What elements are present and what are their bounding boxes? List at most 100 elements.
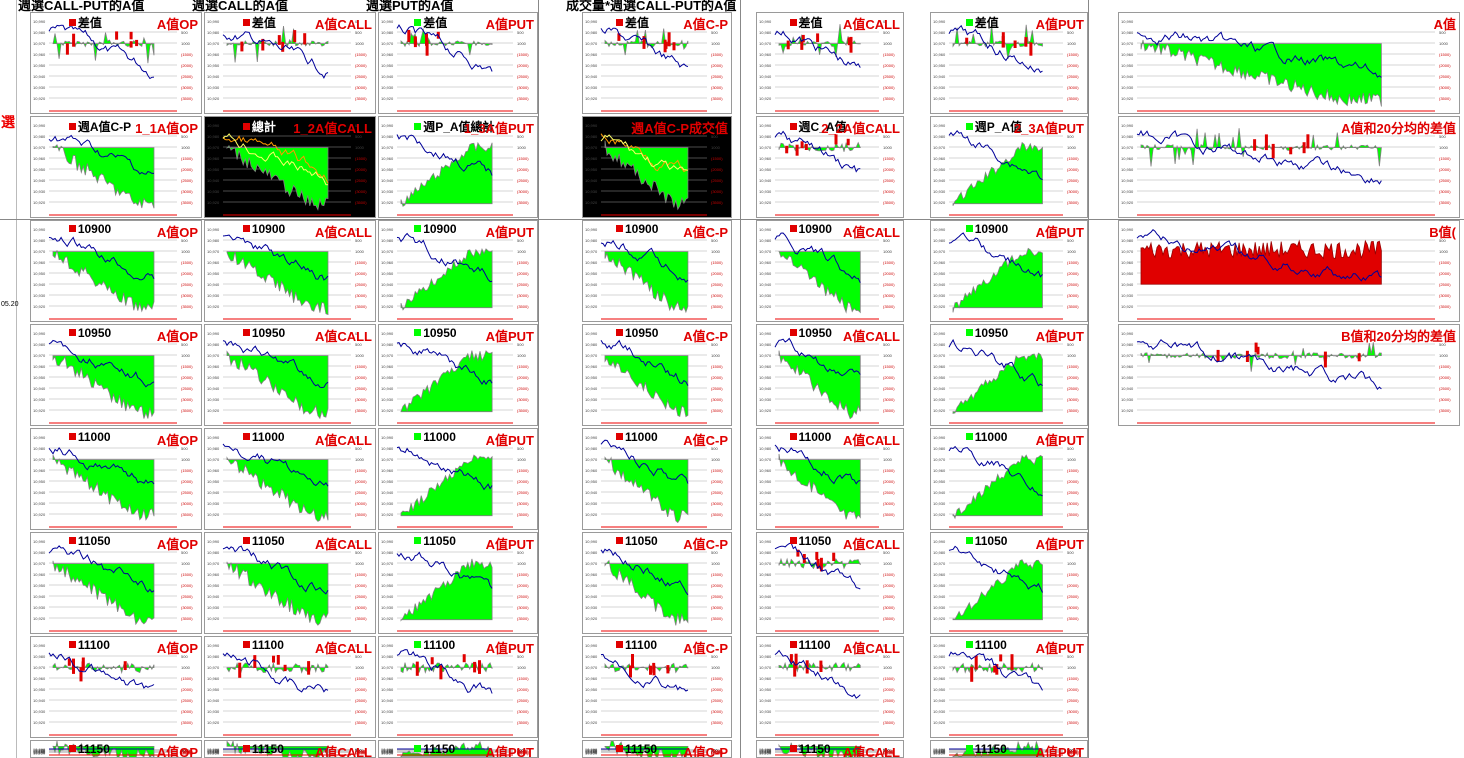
y2-tick-label: (3500): [517, 720, 529, 725]
chart-strike4c3[interactable]: 10,990 0 10,980 500 10,970 1000 10,960 (1500) 10…: [582, 636, 732, 738]
chart-strike5c0[interactable]: 10,990 0 10,980 500 10,970 1000 10,960 (1500) 10…: [30, 740, 202, 758]
chart-strike0c5[interactable]: 10,990 0 10,980 500 10,970 1000 10,960 (1500) 10…: [930, 220, 1088, 322]
chart-r0c5[interactable]: 10,990 0 10,980 500 10,970 1000 10,960 (1500) 10…: [930, 12, 1088, 114]
chart-strike2c1[interactable]: 10,990 0 10,980 500 10,970 1000 10,960 (1500) 10…: [204, 428, 376, 530]
chart-strike0c3[interactable]: 10,990 0 10,980 500 10,970 1000 10,960 (1500) 10…: [582, 220, 732, 322]
chart-r0c6[interactable]: 10,990 0 10,980 500 10,970 1000 10,960 (1500) 10…: [1118, 12, 1460, 114]
chart-series-text: 10950: [798, 326, 832, 340]
y2-tick-label: (3500): [355, 616, 367, 621]
y2-tick-label: (3000): [883, 85, 895, 90]
chart-strike4c4[interactable]: 10,990 0 10,980 500 10,970 1000 10,960 (1500) 10…: [756, 636, 904, 738]
y2-tick-label: 500: [883, 550, 890, 555]
chart-strike3c3[interactable]: 10,990 0 10,980 500 10,970 1000 10,960 (1500) 10…: [582, 532, 732, 634]
y-tick-label: 10,940: [33, 698, 46, 703]
chart-strike1c3[interactable]: 10,990 0 10,980 500 10,970 1000 10,960 (1500) 10…: [582, 324, 732, 426]
chart-plot: 10,990 0 10,980 500 10,970 1000 10,960 (1500) 10…: [933, 19, 1079, 112]
y2-tick-label: 1000: [1439, 41, 1449, 46]
y2-tick-label: (1500): [355, 749, 367, 754]
chart-strike0c0[interactable]: 10,990 0 10,980 500 10,970 1000 10,960 (1500) 10…: [30, 220, 202, 322]
chart-strike3c1[interactable]: 10,990 0 10,980 500 10,970 1000 10,960 (1500) 10…: [204, 532, 376, 634]
chart-r1c5[interactable]: 10,990 0 10,980 500 10,970 1000 10,960 (1500) 10…: [930, 116, 1088, 218]
chart-plot: 10,990 0 10,980 500 10,970 1000 10,960 (1500) 10…: [381, 227, 529, 320]
y-tick-label: 10,970: [33, 145, 46, 150]
y2-tick-label: (2000): [517, 271, 529, 276]
chart-r1c2[interactable]: 10,990 0 10,980 500 10,970 1000 10,960 (1500) 10…: [378, 116, 538, 218]
y2-tick-label: 1000: [711, 457, 721, 462]
chart-strike1c1[interactable]: 10,990 0 10,980 500 10,970 1000 10,960 (1500) 10…: [204, 324, 376, 426]
y-tick-label: 10,960: [585, 156, 598, 161]
y2-tick-label: (2500): [1067, 282, 1079, 287]
chart-r0c1[interactable]: 10,990 0 10,980 500 10,970 1000 10,960 (1500) 10…: [204, 12, 376, 114]
chart-r1c1[interactable]: 10,990 0 10,980 500 10,970 1000 10,960 (1500) 10…: [204, 116, 376, 218]
y-tick-label: 10,950: [759, 479, 772, 484]
chart-strike2c4[interactable]: 10,990 0 10,980 500 10,970 1000 10,960 (1500) 10…: [756, 428, 904, 530]
chart-strike1c5[interactable]: 10,990 0 10,980 500 10,970 1000 10,960 (1500) 10…: [930, 324, 1088, 426]
chart-strike5c5[interactable]: 10,990 0 10,980 500 10,970 1000 10,960 (1500) 10…: [930, 740, 1088, 758]
y-tick-label: 10,990: [585, 539, 598, 544]
legend-swatch: [414, 123, 422, 130]
chart-r1c6[interactable]: 10,990 0 10,980 500 10,970 1000 10,960 (1500) 10…: [1118, 116, 1460, 218]
chart-strike4c1[interactable]: 10,990 0 10,980 500 10,970 1000 10,960 (1500) 10…: [204, 636, 376, 738]
chart-strike3c0[interactable]: 10,990 0 10,980 500 10,970 1000 10,960 (1500) 10…: [30, 532, 202, 634]
chart-strike2c3[interactable]: 10,990 0 10,980 500 10,970 1000 10,960 (1500) 10…: [582, 428, 732, 530]
chart-series-text: 11000: [625, 430, 658, 444]
chart-strike3c4[interactable]: 10,990 0 10,980 500 10,970 1000 10,960 (1500) 10…: [756, 532, 904, 634]
chart-series-text: 11150: [251, 742, 284, 756]
chart-strike3c5[interactable]: 10,990 0 10,980 500 10,970 1000 10,960 (1500) 10…: [930, 532, 1088, 634]
y2-tick-label: (2000): [883, 271, 895, 276]
y2-tick-label: (2000): [1067, 375, 1079, 380]
chart-strike0c4[interactable]: 10,990 0 10,980 500 10,970 1000 10,960 (1500) 10…: [756, 220, 904, 322]
y-tick-label: 10,970: [207, 353, 220, 358]
legend-swatch: [242, 329, 250, 336]
y2-tick-label: 0: [1439, 19, 1442, 24]
chart-title: A值OP: [156, 641, 198, 656]
value-area: [1140, 342, 1382, 372]
y-tick-label: 10,970: [585, 145, 598, 150]
y-tick-label: 10,920: [381, 408, 394, 413]
chart-strike0c2[interactable]: 10,990 0 10,980 500 10,970 1000 10,960 (1500) 10…: [378, 220, 538, 322]
y2-tick-label: 500: [711, 550, 718, 555]
y-tick-label: 10,970: [33, 457, 46, 462]
y2-tick-label: (2500): [711, 698, 723, 703]
chart-r1c0[interactable]: 10,990 0 10,980 500 10,970 1000 10,960 (1500) 10…: [30, 116, 202, 218]
chart-r3c6[interactable]: 10,990 0 10,980 500 10,970 1000 10,960 (1500) 10…: [1118, 324, 1460, 426]
y2-tick-label: (3000): [711, 709, 723, 714]
chart-strike5c3[interactable]: 10,990 0 10,980 500 10,970 1000 10,960 (1500) 10…: [582, 740, 732, 758]
chart-strike1c0[interactable]: 10,990 0 10,980 500 10,970 1000 10,960 (1500) 10…: [30, 324, 202, 426]
y2-tick-label: 1000: [711, 561, 721, 566]
chart-strike3c2[interactable]: 10,990 0 10,980 500 10,970 1000 10,960 (1500) 10…: [378, 532, 538, 634]
y2-tick-label: (2000): [517, 479, 529, 484]
chart-r1c4[interactable]: 10,990 0 10,980 500 10,970 1000 10,960 (1500) 10…: [756, 116, 904, 218]
chart-strike2c5[interactable]: 10,990 0 10,980 500 10,970 1000 10,960 (1500) 10…: [930, 428, 1088, 530]
y-tick-label: 10,980: [585, 654, 598, 659]
chart-strike0c1[interactable]: 10,990 0 10,980 500 10,970 1000 10,960 (1500) 10…: [204, 220, 376, 322]
chart-strike4c0[interactable]: 10,990 0 10,980 500 10,970 1000 10,960 (1500) 10…: [30, 636, 202, 738]
chart-r2c6[interactable]: 10,990 0 10,980 500 10,970 1000 10,960 (1500) 10…: [1118, 220, 1460, 322]
chart-strike2c2[interactable]: 10,990 0 10,980 500 10,970 1000 10,960 (1500) 10…: [378, 428, 538, 530]
y2-tick-label: 500: [1067, 342, 1074, 347]
legend-swatch: [242, 745, 250, 752]
chart-strike4c5[interactable]: 10,990 0 10,980 500 10,970 1000 10,960 (1500) 10…: [930, 636, 1088, 738]
chart-strike5c2[interactable]: 10,990 0 10,980 500 10,970 1000 10,960 (1500) 10…: [378, 740, 538, 758]
chart-r0c3[interactable]: 10,990 0 10,980 500 10,970 1000 10,960 (1500) 10…: [582, 12, 732, 114]
chart-strike5c1[interactable]: 10,990 0 10,980 500 10,970 1000 10,960 (1500) 10…: [204, 740, 376, 758]
chart-strike2c0[interactable]: 10,990 0 10,980 500 10,970 1000 10,960 (1500) 10…: [30, 428, 202, 530]
chart-series-text: 10950: [423, 326, 457, 340]
chart-strike4c2[interactable]: 10,990 0 10,980 500 10,970 1000 10,960 (1500) 10…: [378, 636, 538, 738]
y-tick-label: 10,980: [759, 342, 772, 347]
chart-strike1c4[interactable]: 10,990 0 10,980 500 10,970 1000 10,960 (1500) 10…: [756, 324, 904, 426]
chart-strike1c2[interactable]: 10,990 0 10,980 500 10,970 1000 10,960 (1500) 10…: [378, 324, 538, 426]
chart-r0c2[interactable]: 10,990 0 10,980 500 10,970 1000 10,960 (1500) 10…: [378, 12, 538, 114]
chart-r0c4[interactable]: 10,990 0 10,980 500 10,970 1000 10,960 (1500) 10…: [756, 12, 904, 114]
y2-tick-label: (2500): [517, 178, 529, 183]
chart-strike5c4[interactable]: 10,990 0 10,980 500 10,970 1000 10,960 (1500) 10…: [756, 740, 904, 758]
y2-tick-label: (3500): [517, 304, 529, 309]
y-tick-label: 10,980: [759, 748, 772, 753]
value-area: [952, 559, 1043, 621]
y2-tick-label: (1500): [181, 468, 193, 473]
negative-spike: [649, 665, 652, 675]
chart-r1c3[interactable]: 10,990 0 10,980 500 10,970 1000 10,960 (1500) 10…: [582, 116, 732, 218]
y-tick-label: 10,940: [933, 698, 946, 703]
y2-tick-label: (1500): [517, 676, 529, 681]
chart-r0c0[interactable]: 10,990 0 10,980 500 10,970 1000 10,960 (1500) 10…: [30, 12, 202, 114]
